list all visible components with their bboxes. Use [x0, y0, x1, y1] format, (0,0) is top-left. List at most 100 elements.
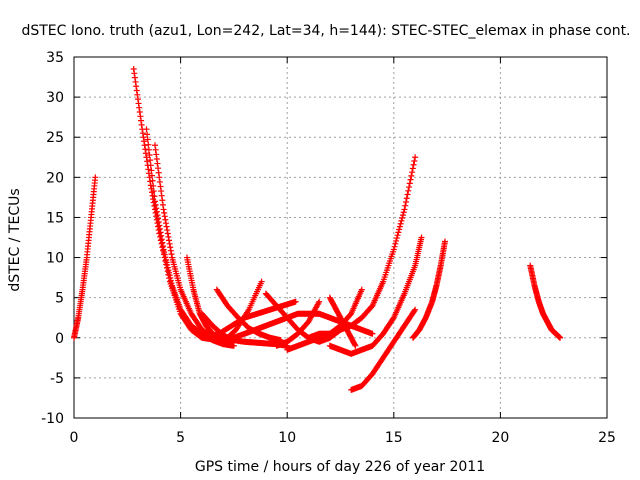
x-axis-label: GPS time / hours of day 226 of year 2011	[195, 459, 485, 475]
data-point	[409, 169, 416, 176]
data-point	[157, 229, 164, 236]
data-point	[158, 192, 165, 199]
y-tick-label: -10	[41, 411, 64, 427]
data-point	[150, 188, 157, 195]
x-tick-label: 20	[491, 430, 509, 446]
data-point	[136, 104, 143, 111]
y-tick-label: -5	[50, 371, 64, 387]
data-point	[144, 136, 151, 143]
data-point	[411, 158, 418, 165]
data-point	[358, 286, 365, 293]
data-point	[402, 202, 409, 209]
data-point	[136, 109, 143, 116]
x-tick-labels: 0 5 10 15 20 25	[70, 430, 616, 446]
series-1	[130, 66, 216, 343]
data-point	[142, 150, 149, 157]
data-point	[412, 154, 419, 161]
y-tick-label: 35	[46, 50, 64, 66]
data-point	[168, 251, 175, 258]
x-tick-label: 15	[385, 430, 403, 446]
data-point	[149, 177, 156, 184]
data-point	[292, 298, 299, 305]
data-point	[145, 146, 152, 153]
data-point	[131, 74, 138, 81]
data-point	[258, 278, 265, 285]
y-axis-label: dSTEC / TECUs	[7, 188, 23, 291]
data-point	[163, 223, 170, 230]
data-point	[135, 100, 142, 107]
data-point	[144, 158, 151, 165]
data-point	[394, 232, 401, 239]
data-point	[144, 131, 151, 138]
series-17	[409, 238, 448, 341]
data-point	[418, 234, 425, 241]
data-point	[406, 184, 413, 191]
y-tick-label: 30	[46, 90, 64, 106]
y-tick-label: 0	[55, 331, 64, 347]
data-point	[155, 215, 162, 222]
data-point	[138, 121, 145, 128]
data-point	[316, 298, 323, 305]
data-point	[156, 222, 163, 229]
data-point	[146, 151, 153, 158]
data-point	[130, 66, 137, 73]
axis-ticks	[73, 56, 608, 419]
data-point	[147, 162, 154, 169]
data-point	[397, 220, 404, 227]
data-point	[139, 130, 146, 137]
data-point	[404, 191, 411, 198]
data-point	[152, 142, 159, 149]
y-tick-label: 20	[46, 170, 64, 186]
data-point	[147, 157, 154, 164]
x-tick-label: 10	[278, 430, 296, 446]
data-point	[396, 223, 403, 230]
data-point	[133, 83, 140, 90]
series-14	[326, 234, 425, 357]
data-point	[155, 169, 162, 176]
data-point	[167, 244, 174, 251]
data-point	[159, 243, 166, 250]
data-point	[395, 229, 402, 236]
data-point	[140, 134, 147, 141]
data-point	[166, 240, 173, 247]
data-point	[396, 226, 403, 233]
y-tick-label: 15	[46, 210, 64, 226]
data-point	[138, 117, 145, 124]
data-point	[161, 213, 168, 220]
data-point	[393, 235, 400, 242]
plot-frame	[73, 56, 608, 419]
data-point	[557, 334, 564, 341]
data-point	[390, 246, 397, 253]
data-point	[403, 195, 410, 202]
data-point	[398, 217, 405, 224]
data-point	[134, 96, 141, 103]
data-point	[399, 215, 406, 222]
data-point	[150, 182, 157, 189]
data-point	[151, 193, 158, 200]
data-point	[153, 205, 160, 212]
data-point	[137, 113, 144, 120]
data-point	[400, 209, 407, 216]
data-point	[406, 180, 413, 187]
data-point	[156, 225, 163, 232]
data-point	[161, 209, 168, 216]
data-point	[152, 201, 159, 208]
y-tick-label: 25	[46, 130, 64, 146]
data-point	[402, 198, 409, 205]
x-tick-label: 5	[176, 430, 185, 446]
data-point	[153, 151, 160, 158]
data-point	[441, 238, 448, 245]
series-16	[348, 306, 419, 393]
data-point	[409, 165, 416, 172]
x-tick-label: 0	[70, 430, 79, 446]
data-points	[71, 66, 564, 393]
data-point	[392, 240, 399, 247]
data-point	[162, 220, 169, 227]
data-point	[407, 176, 414, 183]
series-15	[326, 294, 359, 349]
data-point	[167, 247, 174, 254]
series-18	[527, 262, 564, 341]
grid-lines	[74, 57, 607, 418]
data-point	[410, 161, 417, 168]
data-point	[158, 232, 165, 239]
